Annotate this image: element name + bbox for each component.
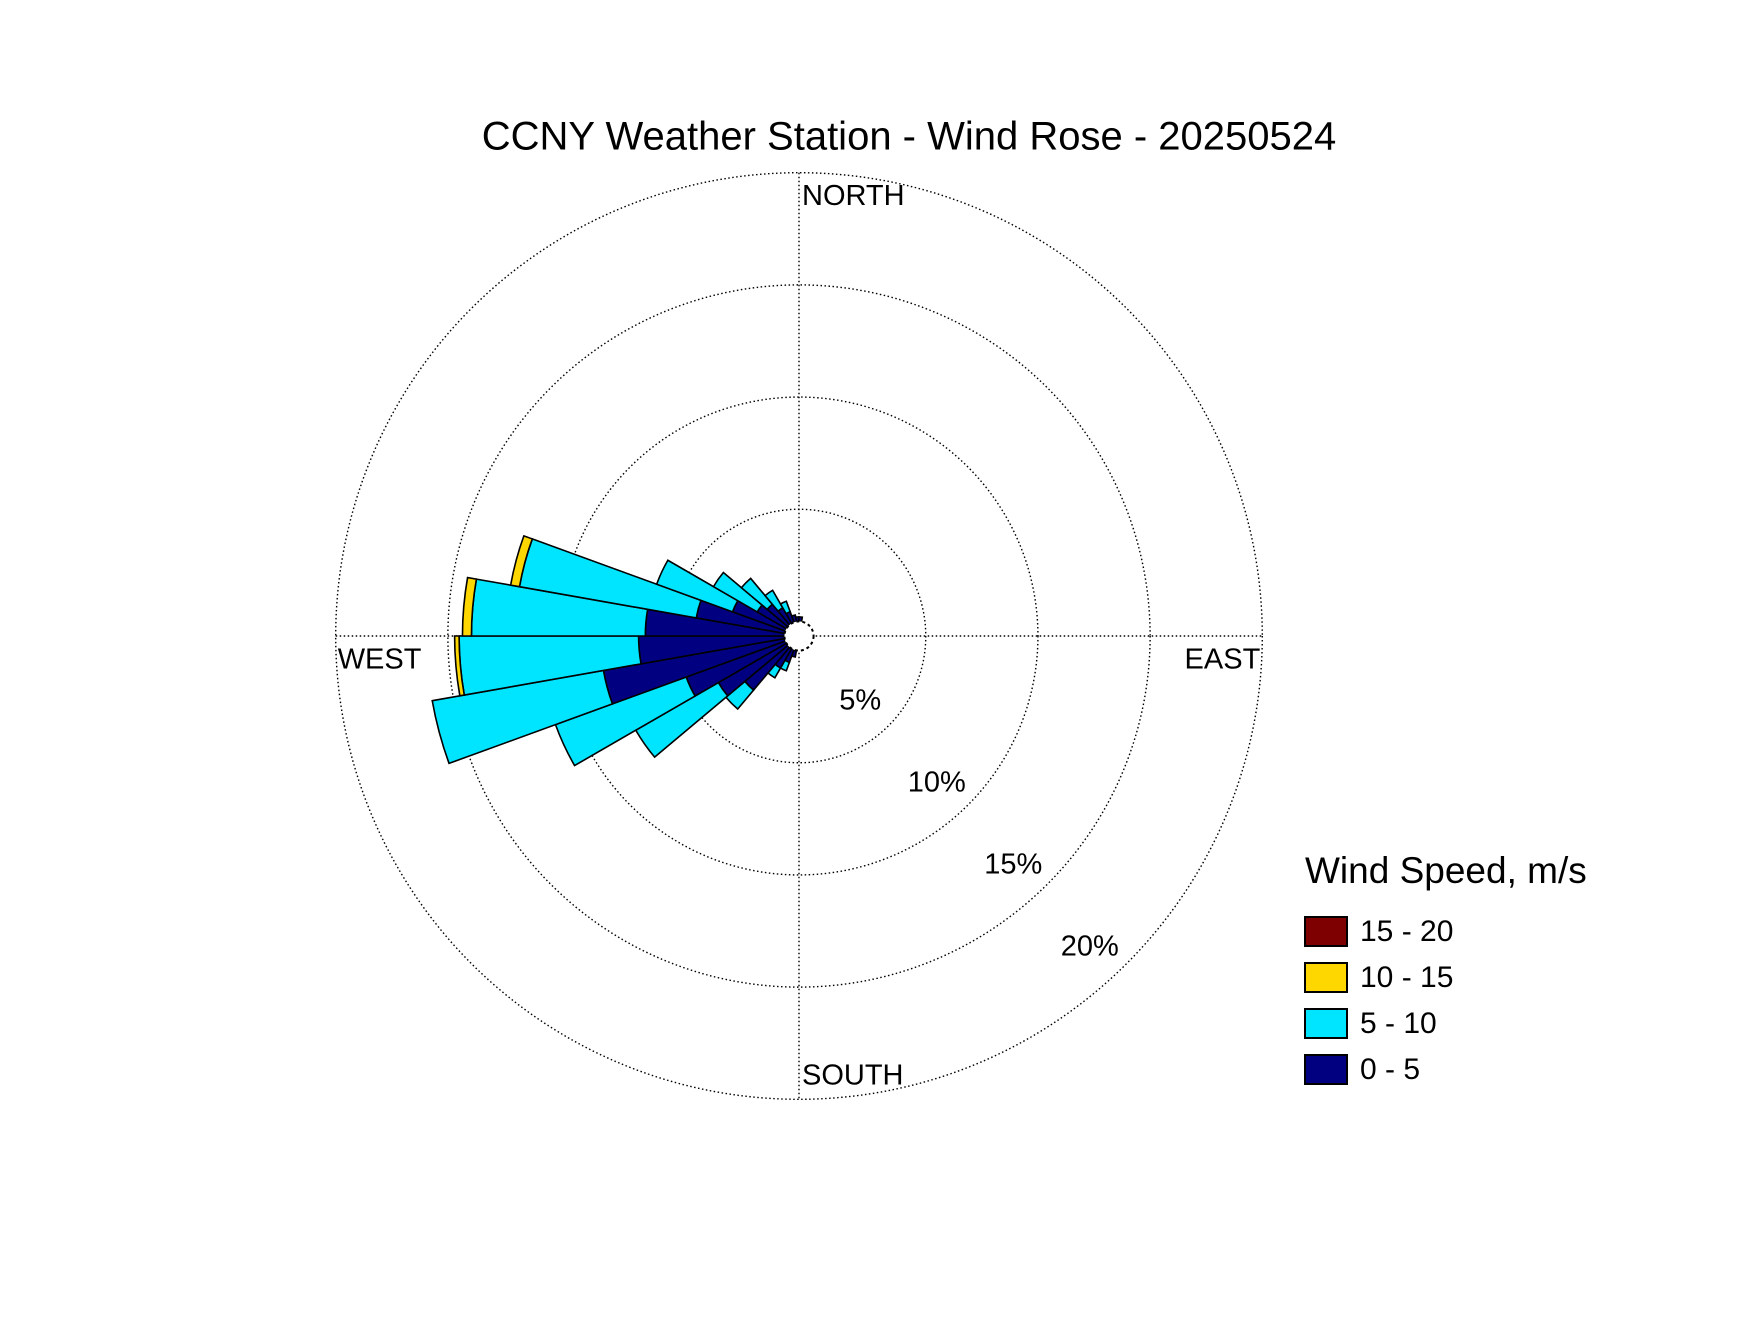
r-tick-label: 20% [1061,930,1119,962]
legend-swatch [1304,962,1348,993]
compass-label: WEST [338,643,422,675]
legend-label: 0 - 5 [1360,1053,1420,1086]
wind-wedge [763,589,784,613]
wind-wedge [740,577,774,611]
r-tick-label: 10% [908,766,966,798]
wind-wedge [509,534,534,588]
legend-swatch [1304,916,1348,947]
grid-ring [334,171,1264,1101]
wind-wedge [431,669,614,765]
grid-ring [447,284,1151,988]
wind-wedge [712,571,764,613]
legend-label: 10 - 15 [1360,961,1453,994]
compass-label: NORTH [802,180,905,212]
wind-wedge [453,635,466,697]
wind-wedge [461,576,478,637]
center-ring [783,620,815,652]
legend-swatch [1304,1008,1348,1039]
wind-wedge [655,559,739,613]
r-tick-label: 5% [839,684,881,716]
legend-label: 15 - 20 [1360,915,1453,948]
grid-ring [559,396,1039,876]
compass-label: SOUTH [802,1060,904,1092]
legend-title: Wind Speed, m/s [1305,850,1587,891]
r-tick-label: 15% [984,848,1042,880]
legend-label: 5 - 10 [1360,1007,1437,1040]
legend-swatch [1304,1054,1348,1085]
chart-title: CCNY Weather Station - Wind Rose - 20250… [482,115,1337,159]
compass-label: EAST [1185,643,1261,675]
wind-wedge [779,600,792,615]
